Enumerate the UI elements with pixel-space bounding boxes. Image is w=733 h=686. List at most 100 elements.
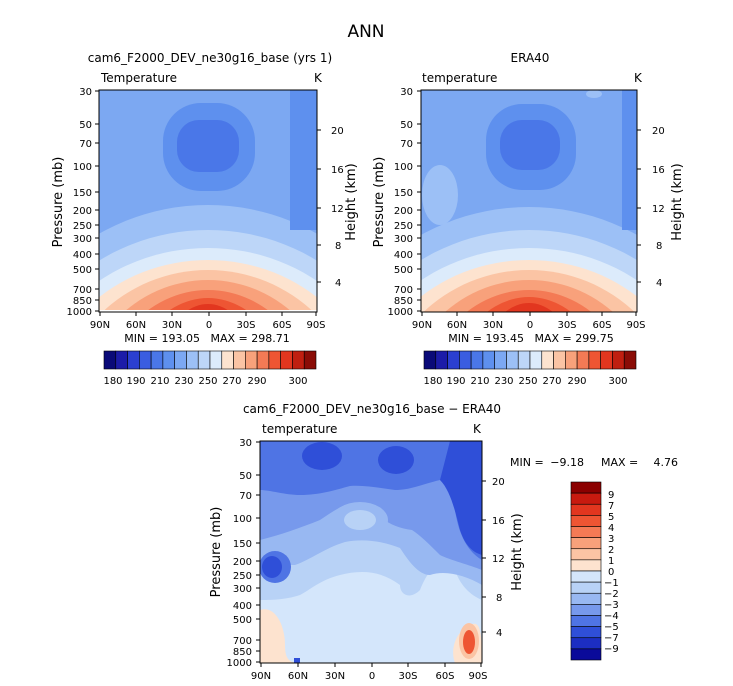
x-tick-label: 60S (435, 671, 454, 682)
panel-title: ERA40 (511, 51, 550, 65)
x-tick-label: 90S (468, 671, 487, 682)
y-tick-label: 150 (233, 539, 252, 550)
colorbar-label: 210 (150, 376, 169, 387)
units-label: K (314, 71, 323, 85)
colorbar-swatch (517, 350, 531, 370)
y-axis-label: Pressure (mb) (209, 507, 224, 598)
min-value: −9.18 (550, 456, 584, 469)
contour-band (294, 658, 300, 663)
colorbar-label: 180 (423, 376, 442, 387)
colorbar-swatch (541, 350, 554, 370)
colorbar-label: −7 (604, 633, 619, 644)
colorbar-label: 290 (567, 376, 586, 387)
y2-tick-label: 16 (331, 165, 344, 176)
x-tick-label: 60N (447, 320, 467, 331)
y-tick-label: 300 (394, 234, 413, 245)
x-tick-label: 30S (557, 320, 576, 331)
figure-title: ANN (347, 22, 384, 42)
variable-label: Temperature (100, 71, 177, 85)
x-tick-label: 0 (527, 320, 533, 331)
y-tick-label: 1000 (388, 307, 413, 318)
panel-title: cam6_F2000_DEV_ne30g16_base − ERA40 (243, 402, 501, 416)
colorbar-label: 190 (126, 376, 145, 387)
y-tick-label: 700 (394, 285, 413, 296)
contour-band (344, 510, 376, 530)
x-tick-label: 30N (325, 671, 345, 682)
colorbar-swatch (494, 350, 507, 370)
colorbar-swatch (150, 350, 164, 370)
colorbar-label: 270 (542, 376, 561, 387)
colorbar-label: 2 (608, 545, 614, 556)
min-label: MIN = (510, 456, 544, 469)
colorbar-label: 7 (608, 501, 614, 512)
panel-difference: cam6_F2000_DEV_ne30g16_base − ERA40 temp… (209, 402, 678, 682)
stats-label: MIN = 193.45 MAX = 299.75 (448, 332, 613, 345)
colorbar-label: −5 (604, 622, 619, 633)
colorbar-swatch (570, 526, 602, 538)
colorbar-swatch (435, 350, 448, 370)
y-tick-label: 250 (73, 221, 92, 232)
colorbar-swatch (612, 350, 625, 370)
colorbar-swatch (139, 350, 152, 370)
colorbar-swatch (570, 626, 602, 639)
y2-tick-label: 8 (496, 593, 502, 604)
variable-label: temperature (262, 422, 337, 436)
colorbar-label: 210 (470, 376, 489, 387)
x-tick-label: 90N (412, 320, 432, 331)
y2-tick-labels: 20 16 12 8 4 (652, 126, 665, 289)
contour-band (422, 165, 458, 225)
colorbar (570, 481, 602, 661)
panel-observation: ERA40 temperature K (372, 51, 685, 387)
y-tick-label: 50 (79, 120, 92, 131)
tick-marks (256, 441, 486, 667)
plot-frame (259, 440, 483, 664)
x-tick-label: 0 (369, 671, 375, 682)
colorbar-label: 0 (608, 567, 614, 578)
colorbar-labels: 9 7 5 4 3 2 1 0 −1 −2 −3 −4 −5 −7 −9 (604, 490, 619, 655)
x-tick-label: 60S (592, 320, 611, 331)
units-label: K (473, 422, 482, 436)
contour-band (290, 90, 317, 230)
y-tick-labels: 30 50 70 100 150 200 250 300 400 500 700… (388, 87, 413, 318)
colorbar-swatch (174, 350, 187, 370)
contour-band (463, 630, 475, 654)
colorbar-swatch (570, 604, 602, 616)
contour-band (440, 441, 482, 555)
y-tick-label: 400 (394, 250, 413, 261)
colorbar-swatch (570, 492, 602, 505)
colorbar-label: 3 (608, 534, 614, 545)
y-tick-label: 500 (73, 265, 92, 276)
contour-band (177, 120, 239, 172)
colorbar-label: 190 (446, 376, 465, 387)
colorbar-swatch (209, 350, 223, 370)
contour-band (262, 556, 282, 578)
colorbar-swatch (459, 350, 472, 370)
y2-tick-label: 16 (652, 165, 665, 176)
tick-marks (95, 90, 321, 316)
y-tick-label: 200 (73, 206, 92, 217)
y-tick-label: 200 (394, 206, 413, 217)
colorbar-label: −4 (604, 611, 619, 622)
contour-plot (421, 90, 637, 312)
contour-plot (260, 441, 482, 663)
y-tick-label: 850 (394, 296, 413, 307)
colorbar-swatch (588, 350, 601, 370)
colorbar-swatch (570, 503, 602, 516)
max-value: 4.76 (654, 456, 679, 469)
contour-band (505, 303, 553, 312)
y-tick-label: 500 (233, 615, 252, 626)
y-tick-label: 30 (239, 438, 252, 449)
x-tick-labels: 90N 60N 30N 0 30S 60S 90S (90, 320, 326, 331)
colorbar-swatch (303, 350, 317, 370)
y2-tick-labels: 20 16 12 8 4 (331, 126, 344, 289)
x-tick-labels: 90N 60N 30N 0 30S 60S 90S (412, 320, 646, 331)
colorbar-label: −1 (604, 578, 619, 589)
y-axis-label: Pressure (mb) (51, 157, 66, 248)
colorbar-label: 9 (608, 490, 614, 501)
colorbar-swatch (233, 350, 246, 370)
y-tick-labels: 30 50 70 100 150 200 250 300 400 500 700… (227, 438, 252, 669)
colorbar-label: 250 (518, 376, 537, 387)
y-tick-label: 1000 (67, 307, 92, 318)
y2-tick-labels: 20 16 12 8 4 (492, 477, 505, 639)
max-label: MAX = (601, 456, 638, 469)
